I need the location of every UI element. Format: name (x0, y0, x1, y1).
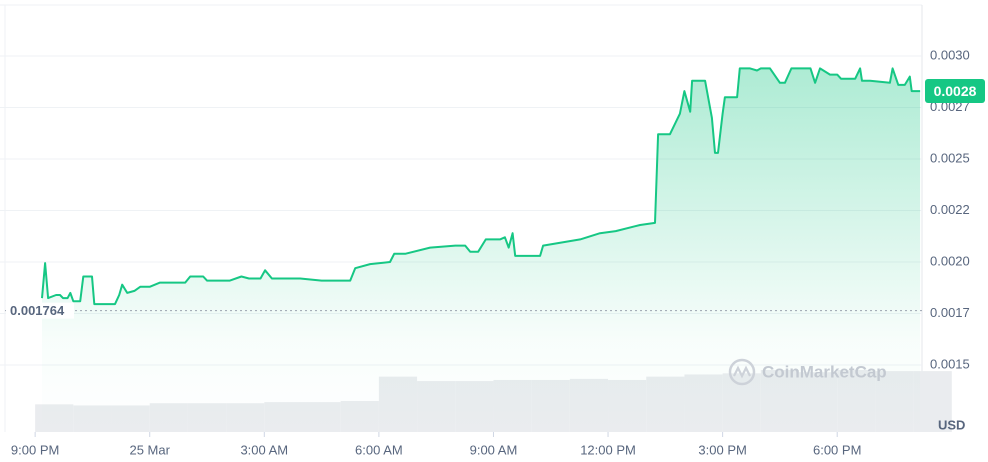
x-tick-label: 9:00 PM (11, 442, 59, 457)
x-tick-label: 3:00 AM (240, 442, 288, 457)
baseline-label: 0.001764 (10, 303, 65, 318)
price-label-bg (925, 79, 985, 104)
watermark: CoinMarketCap (728, 358, 887, 386)
y-tick-label: 0.0017 (930, 305, 970, 320)
y-tick-label: 0.0025 (930, 150, 970, 165)
price-area (42, 68, 921, 433)
price-line (41, 67, 921, 306)
plot (41, 67, 921, 433)
x-tick-label: 9:00 AM (470, 442, 518, 457)
y-tick-label: 0.0022 (930, 202, 970, 217)
y-tick-label: 0.0030 (930, 47, 970, 62)
x-tick-label: 3:00 PM (698, 442, 746, 457)
watermark-text: CoinMarketCap (762, 362, 887, 381)
baseline-label-bg (6, 302, 74, 319)
x-tick-label: 6:00 AM (355, 442, 403, 457)
watermark-logo-mark (733, 365, 751, 379)
y-tick-label: 0.0020 (930, 253, 970, 268)
watermark-logo (728, 358, 756, 386)
price-label: 0.0028 (934, 83, 977, 99)
x-tick-label: 25 Mar (129, 442, 170, 457)
x-tick-label: 6:00 PM (813, 442, 861, 457)
unit-label: USD (938, 417, 965, 432)
x-tick-label: 12:00 PM (580, 442, 636, 457)
y-tick-label: 0.0015 (930, 356, 970, 371)
